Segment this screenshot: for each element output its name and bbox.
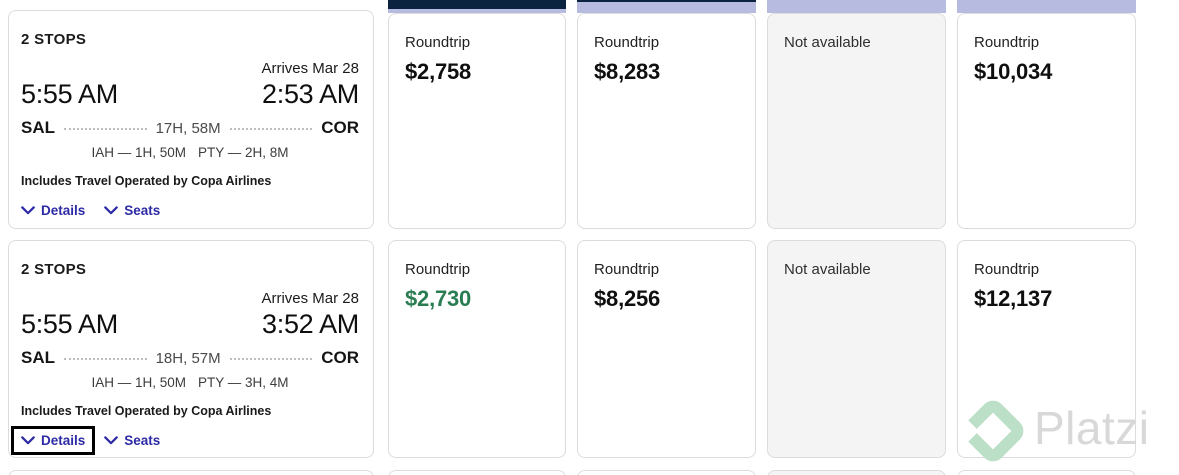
fare-cell[interactable]: Roundtrip $2,758 [388,13,566,229]
fare-column-header-bar [957,0,1136,13]
layover-2: PTY — 3H, 4M [198,375,289,390]
layover-info: IAH — 1H, 50M PTY — 2H, 8M [21,145,359,160]
operated-by-note: Includes Travel Operated by Copa Airline… [21,404,272,418]
route-dotted-line [64,128,147,130]
origin-airport-code: SAL [21,118,55,137]
seats-button-label: Seats [124,203,161,218]
stops-label: 2 STOPS [21,31,87,48]
origin-airport-code: SAL [21,348,55,367]
fare-column-header-bar [767,0,946,13]
stops-label: 2 STOPS [21,261,87,278]
fare-cell[interactable]: Roundtrip $8,283 [577,13,756,229]
destination-airport-code: COR [321,118,360,137]
layover-1: IAH — 1H, 50M [91,145,186,160]
details-button-focused[interactable]: Details [14,429,92,452]
seats-button[interactable]: Seats [97,199,167,222]
operated-by-note: Includes Travel Operated by Copa Airline… [21,174,272,188]
destination-airport-code: COR [321,348,360,367]
fare-cell[interactable]: Roundtrip $12,137 [957,240,1136,458]
flight-card: 2 STOPS Arrives Mar 28 5:55 AM 3:52 AM S… [8,240,374,458]
fare-cell[interactable]: Roundtrip $10,034 [957,13,1136,229]
not-available-label: Not available [784,34,871,51]
fare-type-label: Roundtrip [405,34,471,51]
chevron-down-icon [104,203,119,218]
fare-cell-partial [577,470,756,475]
fare-column-header-navy [577,0,756,2]
fare-cell-partial-unavailable [767,470,946,475]
details-button-label: Details [41,203,86,218]
flight-card-partial [8,470,374,475]
chevron-down-icon [104,433,119,448]
fare-price: $8,283 [594,59,661,84]
total-duration: 18H, 57M [155,349,221,367]
total-duration: 17H, 58M [155,119,221,137]
arrival-time: 3:52 AM [262,309,359,339]
departure-time: 5:55 AM [21,79,118,109]
flight-card: 2 STOPS Arrives Mar 28 5:55 AM 2:53 AM S… [8,10,374,229]
fare-price: $2,758 [405,59,472,84]
fare-column-header-bar [388,0,566,13]
fare-price-lowest: $2,730 [405,286,472,311]
layover-1: IAH — 1H, 50M [91,375,186,390]
not-available-label: Not available [784,261,871,278]
chevron-down-icon [21,203,35,218]
fare-column-header-bar [577,0,756,13]
fare-cell-partial [388,470,566,475]
details-button[interactable]: Details [14,199,92,222]
chevron-down-icon [21,433,35,448]
fare-price: $8,256 [594,286,661,311]
fare-price: $12,137 [974,286,1053,311]
arrival-date: Arrives Mar 28 [261,60,359,77]
fare-type-label: Roundtrip [594,261,660,278]
fare-cell-unavailable: Not available [767,240,946,458]
route-dotted-line [229,358,313,360]
route-dotted-line [229,128,313,130]
fare-cell-partial [957,470,1136,475]
arrival-date: Arrives Mar 28 [261,290,359,307]
fare-type-label: Roundtrip [974,34,1040,51]
fare-type-label: Roundtrip [974,261,1040,278]
fare-cell[interactable]: Roundtrip $8,256 [577,240,756,458]
route-dotted-line [64,358,147,360]
layover-info: IAH — 1H, 50M PTY — 3H, 4M [21,375,359,390]
arrival-time: 2:53 AM [262,79,359,109]
fare-cell-unavailable: Not available [767,13,946,229]
details-button-label: Details [41,433,86,448]
departure-time: 5:55 AM [21,309,118,339]
fare-column-header-navy [388,0,566,9]
fare-type-label: Roundtrip [594,34,660,51]
fare-price: $10,034 [974,59,1053,84]
layover-2: PTY — 2H, 8M [198,145,289,160]
seats-button[interactable]: Seats [97,429,167,452]
seats-button-label: Seats [124,433,161,448]
fare-type-label: Roundtrip [405,261,471,278]
fare-cell[interactable]: Roundtrip $2,730 [388,240,566,458]
